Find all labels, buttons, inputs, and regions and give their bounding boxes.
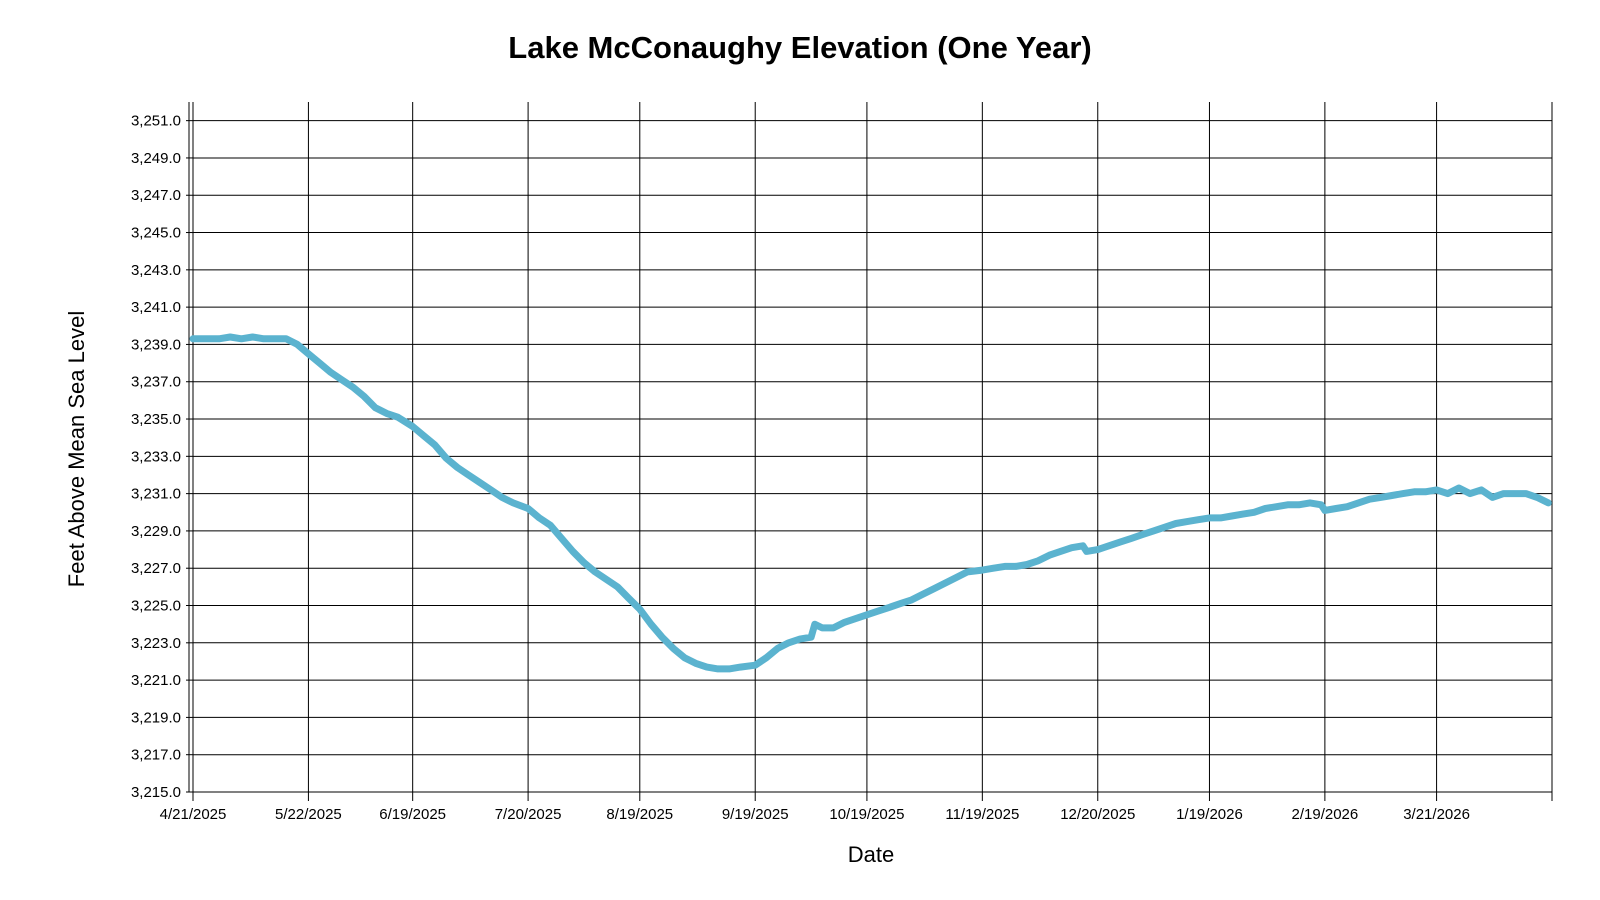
y-tick-label: 3,221.0 [131,672,181,689]
y-tick-label: 3,249.0 [131,150,181,167]
x-tick-label: 9/19/2025 [722,806,789,823]
y-axis-title: Feet Above Mean Sea Level [64,311,89,587]
elevation-line [189,333,1552,673]
y-tick-label: 3,233.0 [131,448,181,465]
y-tick-label: 3,243.0 [131,262,181,279]
y-tick-label: 3,217.0 [131,747,181,764]
x-tick-label: 5/22/2025 [275,806,342,823]
y-tick-label: 3,219.0 [131,709,181,726]
line-layer [189,333,1552,673]
y-tick-label: 3,231.0 [131,486,181,503]
chart-title: Lake McConaughy Elevation (One Year) [508,30,1092,65]
y-tick-label: 3,245.0 [131,225,181,242]
x-tick-label: 3/21/2026 [1403,806,1470,823]
y-tick-label: 3,239.0 [131,336,181,353]
x-tick-label: 10/19/2025 [829,806,904,823]
y-tick-label: 3,241.0 [131,299,181,316]
y-tick-label: 3,229.0 [131,523,181,540]
x-tick-label: 8/19/2025 [606,806,673,823]
x-axis-title: Date [848,842,894,867]
y-tick-label: 3,225.0 [131,598,181,615]
y-tick-label: 3,235.0 [131,411,181,428]
y-tick-label: 3,223.0 [131,635,181,652]
x-tick-label: 6/19/2025 [379,806,446,823]
grid-layer [192,102,1553,801]
y-tick-label: 3,247.0 [131,187,181,204]
y-tick-label: 3,215.0 [131,784,181,801]
x-tick-label: 7/20/2025 [495,806,562,823]
x-tick-label: 2/19/2026 [1292,806,1359,823]
y-tick-label: 3,237.0 [131,374,181,391]
x-tick-label: 12/20/2025 [1060,806,1135,823]
x-tick-label: 11/19/2025 [945,806,1019,823]
axes-layer [186,102,1552,793]
x-tick-label: 4/21/2025 [160,806,227,823]
y-tick-label: 3,227.0 [131,560,181,577]
label-layer: 3,215.0 3,217.0 3,219.0 3,221.0 3,223.0 3,225… [131,113,1470,823]
x-tick-label: 1/19/2026 [1176,806,1243,823]
y-tick-label: 3,251.0 [131,113,181,130]
